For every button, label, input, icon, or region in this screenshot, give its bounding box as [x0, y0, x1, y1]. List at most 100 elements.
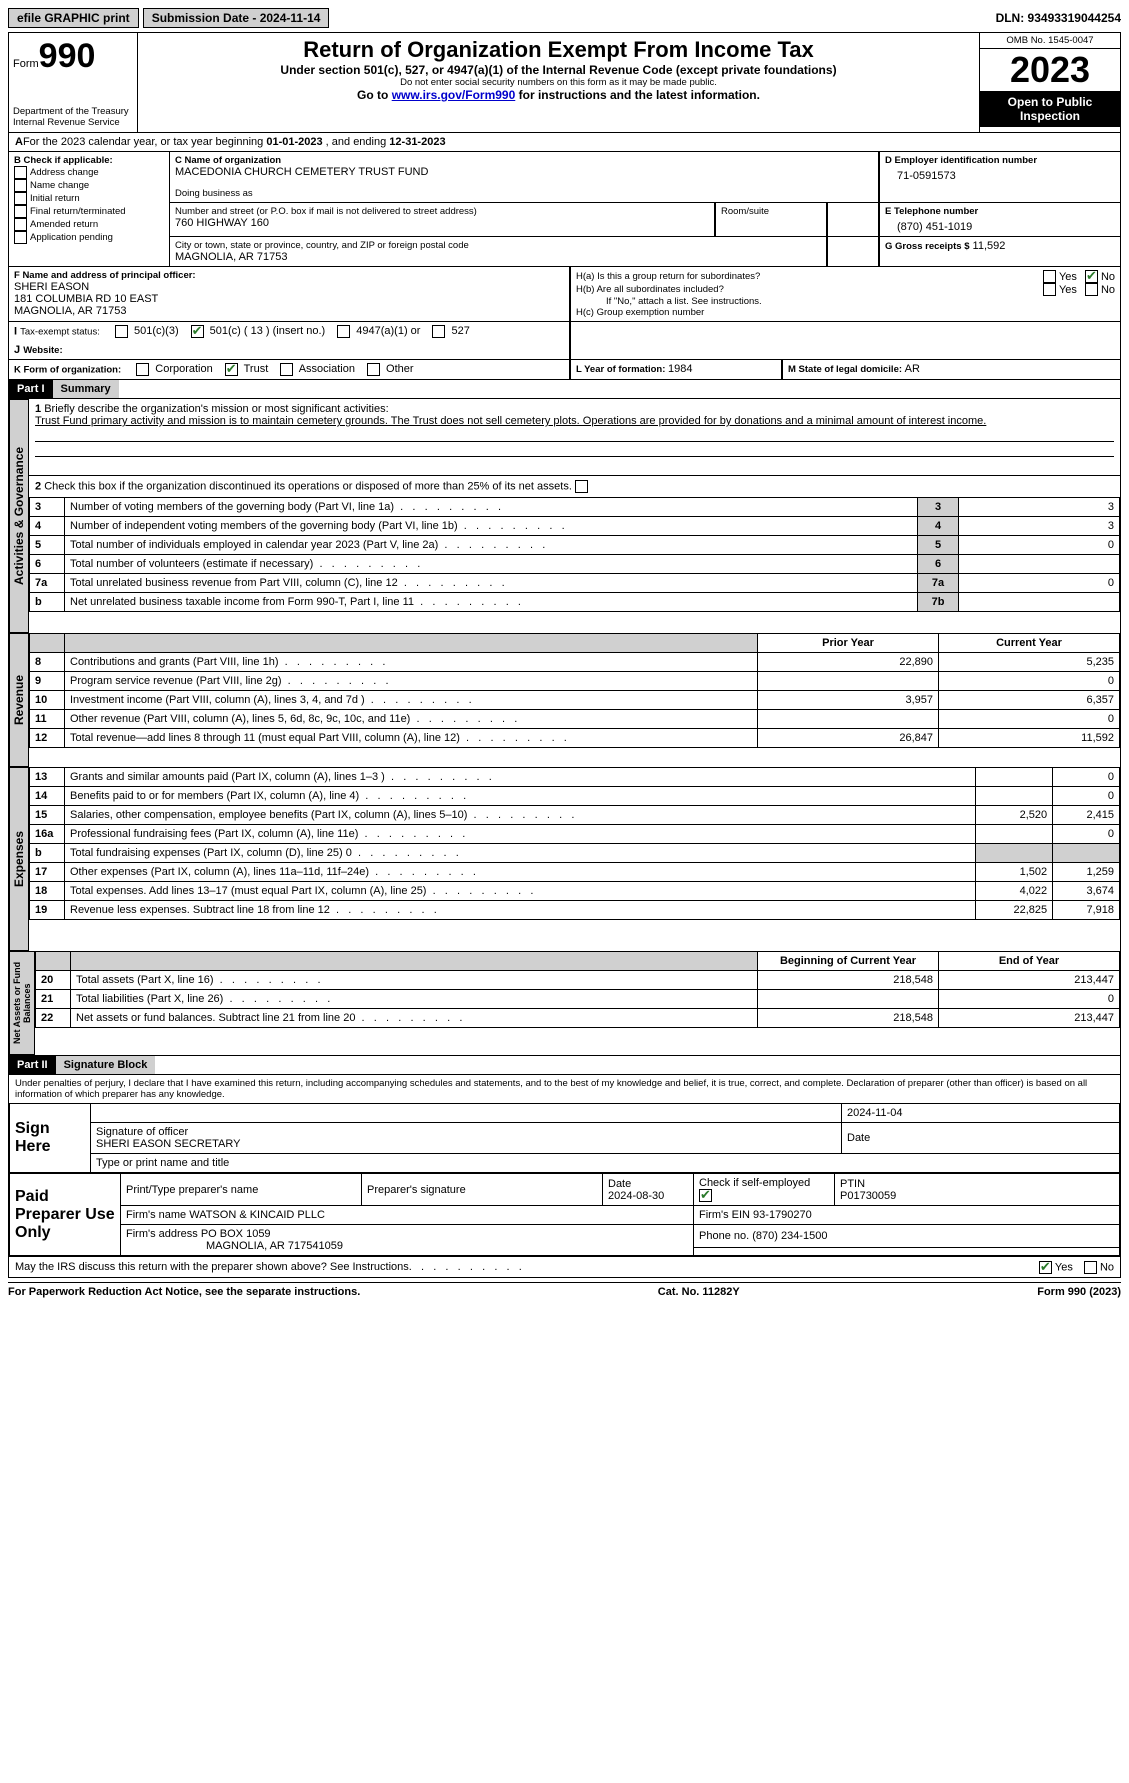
info-grid-mid: F Name and address of principal officer:… — [8, 267, 1121, 322]
org-form-check[interactable] — [225, 363, 238, 376]
governance-table: 3Number of voting members of the governi… — [29, 497, 1120, 612]
paid-preparer-label: Paid Preparer Use Only — [10, 1174, 121, 1256]
firm-addr1: PO BOX 1059 — [201, 1228, 271, 1240]
org-form-check[interactable] — [367, 363, 380, 376]
firm-ein-label: Firm's EIN — [699, 1209, 753, 1221]
sign-here-label: Sign Here — [10, 1104, 91, 1173]
box-b-item: Address change — [14, 166, 164, 179]
form-header: Form990 Department of the Treasury Inter… — [8, 32, 1121, 133]
form-number: Form990 — [13, 37, 133, 76]
revenue-table: Prior YearCurrent Year8Contributions and… — [29, 633, 1120, 748]
h-a-yes-check[interactable] — [1043, 270, 1056, 283]
box-b-check[interactable] — [14, 205, 27, 218]
omb-no: OMB No. 1545-0047 — [980, 33, 1120, 49]
tab-revenue: Revenue — [9, 633, 29, 767]
h-b-yes-check[interactable] — [1043, 283, 1056, 296]
h-a-no-check[interactable] — [1085, 270, 1098, 283]
firm-addr-label: Firm's address — [126, 1228, 201, 1240]
yes-label-2: Yes — [1059, 284, 1077, 296]
tax-status-check[interactable] — [115, 325, 128, 338]
tax-status-check[interactable] — [337, 325, 350, 338]
box-b-check[interactable] — [14, 166, 27, 179]
h-b-no-check[interactable] — [1085, 283, 1098, 296]
box-b-check[interactable] — [14, 179, 27, 192]
row-i-j: I Tax-exempt status: 501(c)(3) 501(c) ( … — [8, 322, 1121, 360]
prep-sig-label: Preparer's signature — [362, 1174, 603, 1206]
box-b-check[interactable] — [14, 218, 27, 231]
self-employed-check[interactable] — [699, 1189, 712, 1202]
box-f-label: F Name and address of principal officer: — [14, 270, 564, 281]
section-a: AFor the 2023 calendar year, or tax year… — [8, 133, 1121, 152]
box-c-name-label: C Name of organization — [175, 155, 873, 166]
netassets-table: Beginning of Current YearEnd of Year20To… — [35, 951, 1120, 1028]
officer-addr2: MAGNOLIA, AR 71753 — [14, 305, 564, 317]
form-no: 990 — [39, 37, 96, 75]
city-label: City or town, state or province, country… — [175, 240, 821, 251]
tax-year-begin: 01-01-2023 — [266, 136, 322, 148]
discuss-no-check[interactable] — [1084, 1261, 1097, 1274]
org-name: MACEDONIA CHURCH CEMETERY TRUST FUND — [175, 166, 873, 178]
date-label: Date — [842, 1123, 1120, 1154]
street-label: Number and street (or P.O. box if mail i… — [175, 206, 709, 217]
firm-addr2: MAGNOLIA, AR 717541059 — [126, 1240, 343, 1252]
tax-status-check[interactable] — [432, 325, 445, 338]
discuss-no: No — [1100, 1261, 1114, 1273]
box-b-label: B Check if applicable: — [14, 155, 164, 166]
street-value: 760 HIGHWAY 160 — [175, 217, 709, 229]
form-word: Form — [13, 58, 39, 70]
box-b-item: Name change — [14, 179, 164, 192]
q1-label: Briefly describe the organization's miss… — [44, 403, 388, 415]
dept-treasury: Department of the Treasury — [13, 106, 133, 117]
legal-domicile: AR — [905, 363, 920, 375]
prep-date: 2024-08-30 — [608, 1190, 664, 1202]
irs-link[interactable]: www.irs.gov/Form990 — [392, 88, 516, 102]
box-b-check[interactable] — [14, 192, 27, 205]
city-value: MAGNOLIA, AR 71753 — [175, 251, 821, 263]
tab-governance: Activities & Governance — [9, 399, 29, 633]
prep-name-label: Print/Type preparer's name — [121, 1174, 362, 1206]
org-form-check[interactable] — [136, 363, 149, 376]
box-g-label: G Gross receipts $ — [885, 241, 969, 252]
ptin-value: P01730059 — [840, 1190, 896, 1202]
irs-label: Internal Revenue Service — [13, 117, 133, 128]
tax-status-check[interactable] — [191, 325, 204, 338]
sig-date: 2024-11-04 — [842, 1104, 1120, 1123]
efile-print-btn[interactable]: efile GRAPHIC print — [8, 8, 139, 28]
part1-title: Summary — [53, 380, 119, 398]
form-subtitle: Under section 501(c), 527, or 4947(a)(1)… — [146, 63, 971, 77]
tab-netassets: Net Assets or Fund Balances — [9, 951, 35, 1055]
goto-pre: Go to — [357, 88, 392, 102]
dln-text: DLN: 93493319044254 — [996, 11, 1121, 25]
part1-hdr: Part I — [9, 380, 53, 398]
box-b-check[interactable] — [14, 231, 27, 244]
officer-addr1: 181 COLUMBIA RD 10 EAST — [14, 293, 564, 305]
h-b-note: If "No," attach a list. See instructions… — [576, 296, 1115, 307]
submission-date-btn[interactable]: Submission Date - 2024-11-14 — [143, 8, 330, 28]
box-i-label: Tax-exempt status: — [20, 326, 100, 337]
discuss-yes: Yes — [1055, 1261, 1073, 1273]
box-k-label: K Form of organization: — [14, 364, 121, 375]
box-b-item: Amended return — [14, 218, 164, 231]
ptin-label: PTIN — [840, 1178, 865, 1190]
box-e-label: E Telephone number — [885, 206, 1115, 217]
row-k-l-m: K Form of organization: Corporation Trus… — [8, 360, 1121, 380]
firm-ein: 93-1790270 — [753, 1209, 812, 1221]
officer-name: SHERI EASON — [14, 281, 564, 293]
q2-check[interactable] — [575, 480, 588, 493]
dba-label: Doing business as — [175, 188, 873, 199]
part1: Part ISummary Activities & Governance 1 … — [8, 380, 1121, 1056]
footer-mid: Cat. No. 11282Y — [658, 1286, 740, 1298]
goto-post: for instructions and the latest informat… — [515, 88, 760, 102]
discuss-yes-check[interactable] — [1039, 1261, 1052, 1274]
footer-right: Form 990 (2023) — [1037, 1286, 1121, 1298]
prep-date-label: Date — [608, 1178, 631, 1190]
tab-expenses: Expenses — [9, 767, 29, 951]
org-form-check[interactable] — [280, 363, 293, 376]
no-label-2: No — [1101, 284, 1115, 296]
no-label: No — [1101, 271, 1115, 283]
room-label: Room/suite — [721, 206, 821, 217]
gross-receipts: 11,592 — [973, 240, 1006, 252]
q1-text: Trust Fund primary activity and mission … — [35, 415, 986, 427]
open-to-public: Open to Public Inspection — [980, 91, 1120, 127]
topbar: efile GRAPHIC print Submission Date - 20… — [8, 8, 1121, 28]
